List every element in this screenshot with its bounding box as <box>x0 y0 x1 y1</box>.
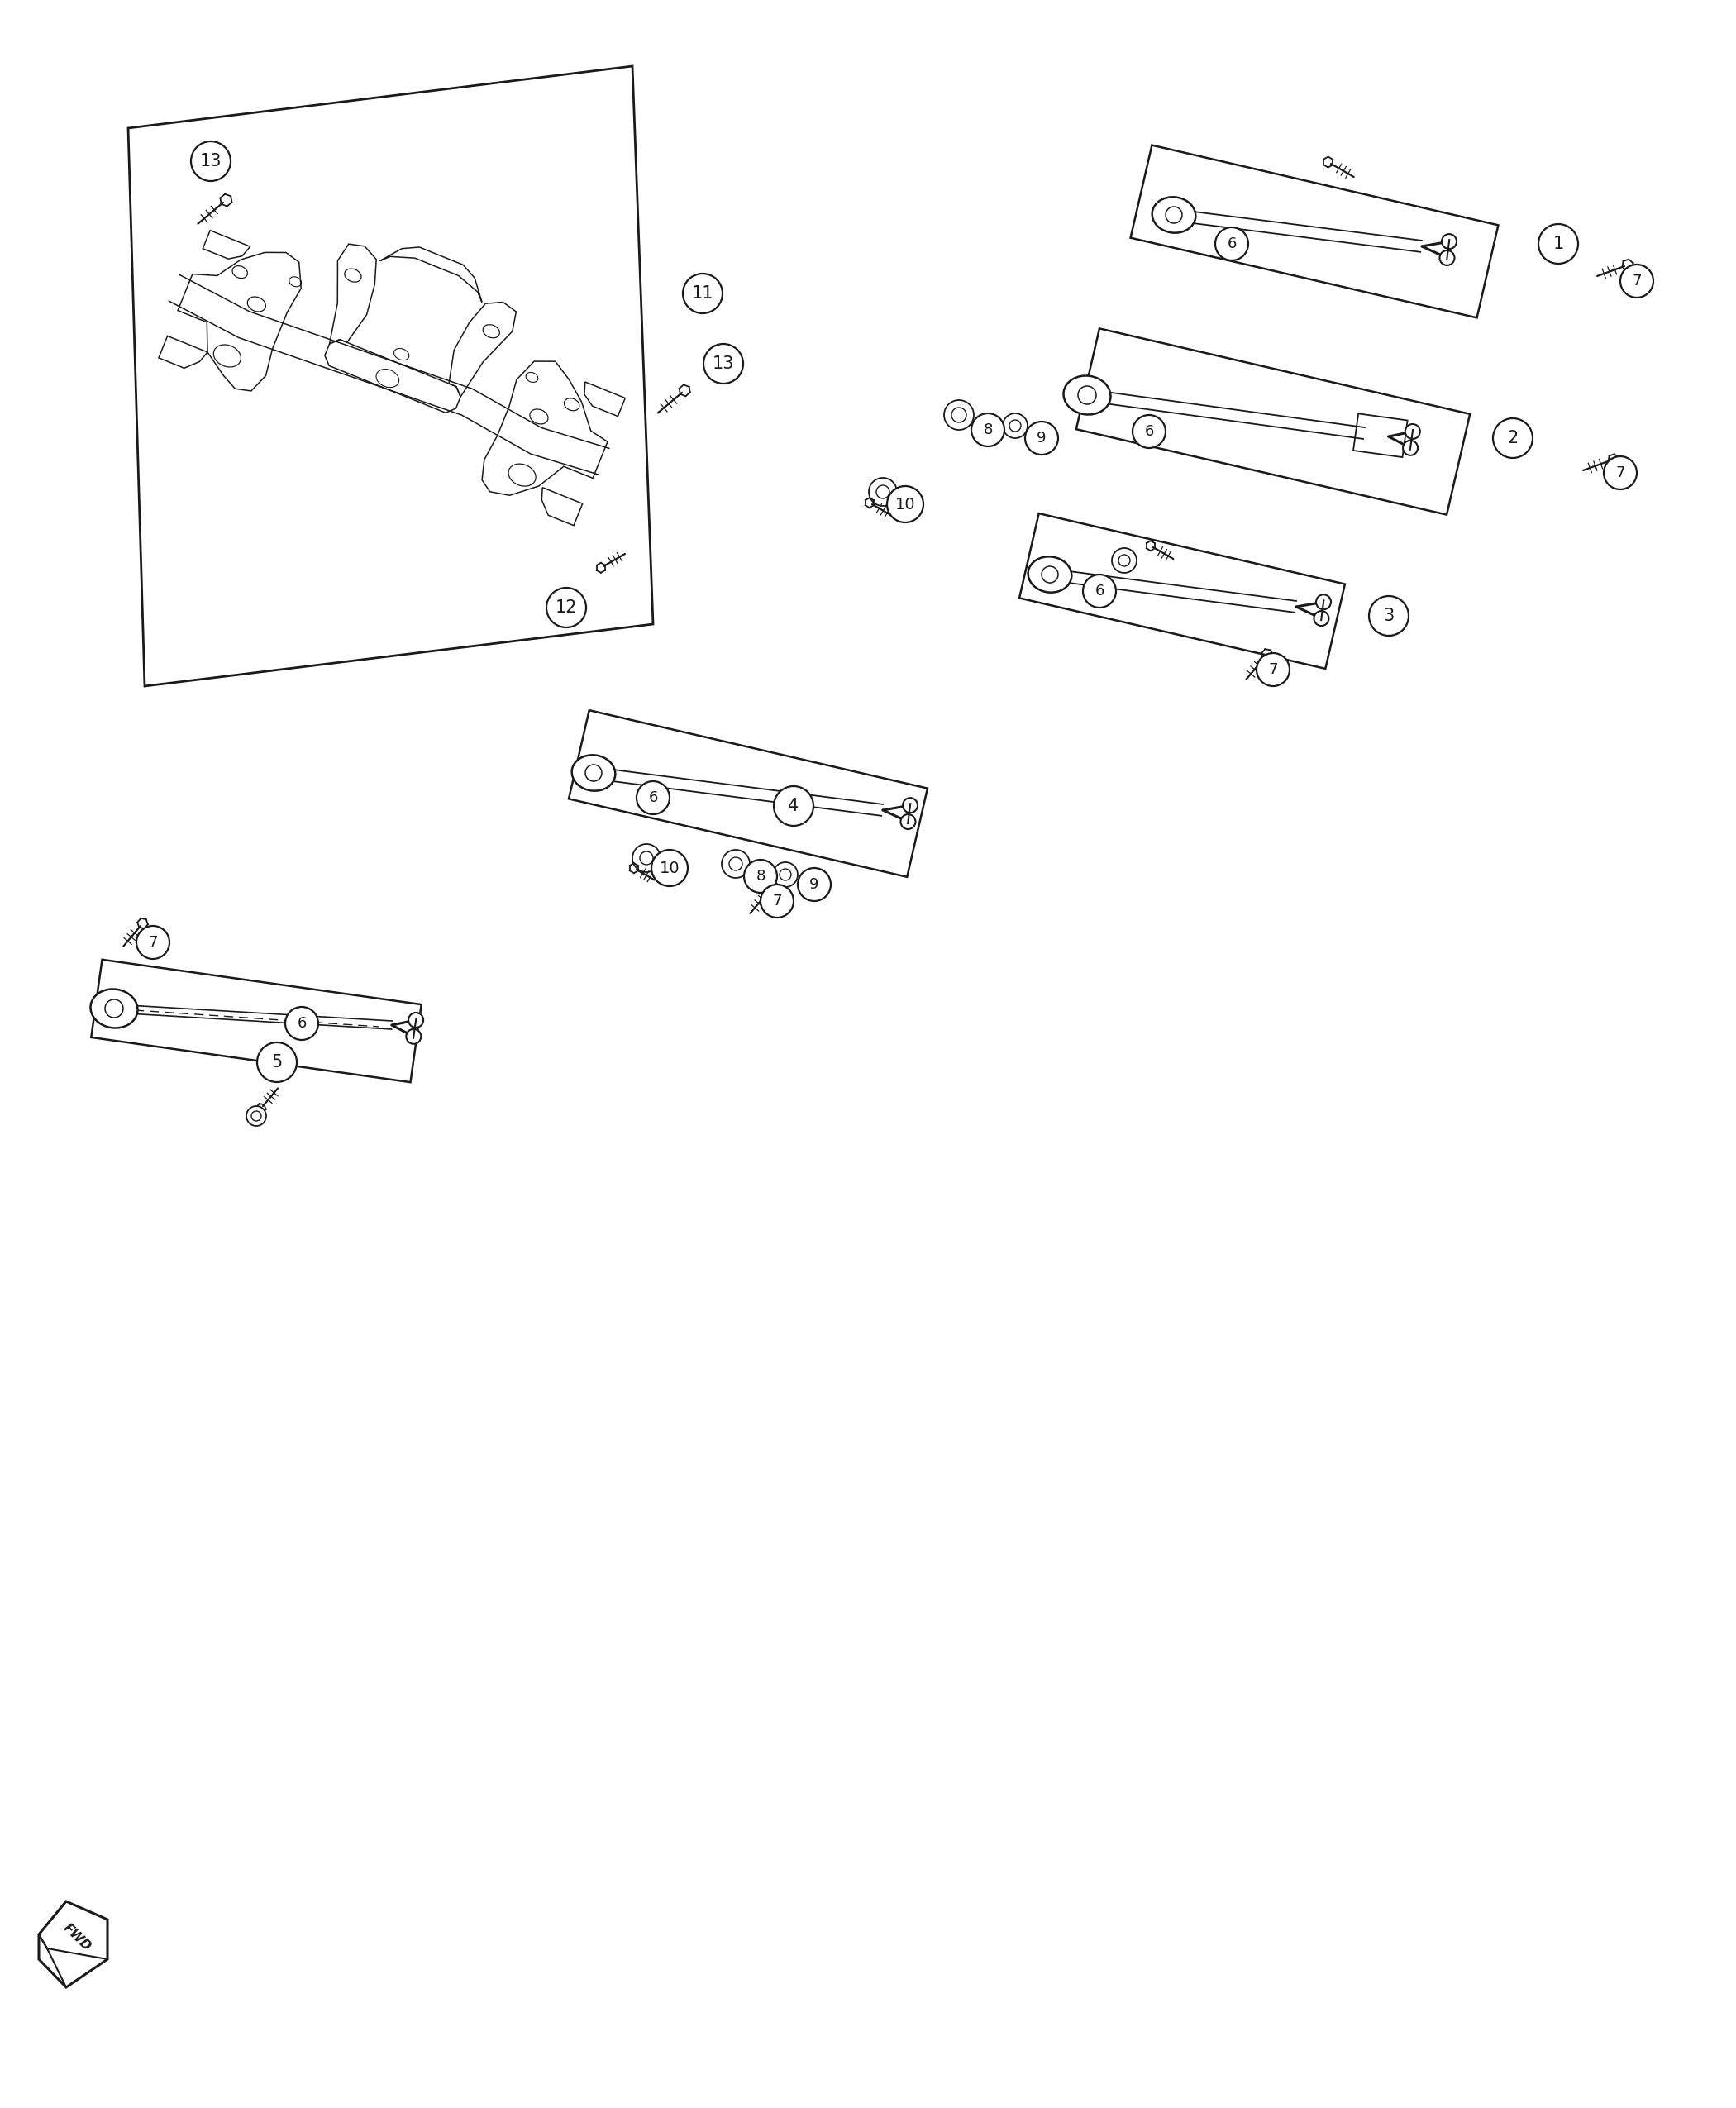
Text: 13: 13 <box>712 356 734 371</box>
Circle shape <box>1604 455 1637 489</box>
Circle shape <box>1083 575 1116 607</box>
Circle shape <box>868 479 898 506</box>
Circle shape <box>682 274 722 314</box>
Text: 10: 10 <box>660 860 681 875</box>
Circle shape <box>1370 597 1408 637</box>
Ellipse shape <box>571 755 615 790</box>
Circle shape <box>632 843 660 873</box>
Text: 8: 8 <box>983 422 993 436</box>
Circle shape <box>137 925 170 959</box>
Circle shape <box>1024 422 1059 455</box>
Circle shape <box>1003 413 1028 438</box>
Text: 9: 9 <box>1036 430 1047 445</box>
Circle shape <box>799 868 832 900</box>
Text: 7: 7 <box>1632 274 1642 289</box>
Circle shape <box>1257 653 1290 685</box>
Text: 9: 9 <box>809 877 819 892</box>
Circle shape <box>901 814 915 828</box>
Circle shape <box>637 782 670 814</box>
Circle shape <box>1316 594 1332 609</box>
Circle shape <box>1404 424 1420 438</box>
Circle shape <box>1111 548 1137 573</box>
Circle shape <box>1132 415 1165 449</box>
Text: 13: 13 <box>200 154 222 169</box>
Circle shape <box>285 1008 318 1039</box>
Circle shape <box>774 786 814 826</box>
Text: 7: 7 <box>1269 662 1278 677</box>
Circle shape <box>944 401 974 430</box>
Circle shape <box>1493 417 1533 457</box>
Circle shape <box>651 850 687 885</box>
Ellipse shape <box>1153 196 1196 232</box>
Text: 1: 1 <box>1552 236 1564 253</box>
Circle shape <box>1439 251 1455 266</box>
Circle shape <box>1314 611 1328 626</box>
Polygon shape <box>38 1901 108 1988</box>
Text: 4: 4 <box>788 797 799 814</box>
Circle shape <box>406 1029 422 1043</box>
Text: 11: 11 <box>691 285 713 301</box>
Circle shape <box>903 797 918 814</box>
Circle shape <box>1403 441 1418 455</box>
Circle shape <box>1620 264 1653 297</box>
Circle shape <box>703 344 743 384</box>
Circle shape <box>745 860 778 894</box>
Circle shape <box>1538 223 1578 264</box>
Text: 2: 2 <box>1507 430 1519 447</box>
Circle shape <box>257 1043 297 1081</box>
Text: 7: 7 <box>773 894 781 909</box>
Circle shape <box>760 885 793 917</box>
Circle shape <box>547 588 587 628</box>
Text: 6: 6 <box>648 790 658 805</box>
Text: 8: 8 <box>755 868 766 883</box>
Circle shape <box>408 1012 424 1027</box>
Text: 5: 5 <box>271 1054 283 1071</box>
Text: 6: 6 <box>1227 236 1236 251</box>
Circle shape <box>972 413 1005 447</box>
Circle shape <box>247 1107 266 1126</box>
Circle shape <box>1215 228 1248 261</box>
Text: 12: 12 <box>556 599 576 616</box>
Text: 7: 7 <box>1616 466 1625 481</box>
Text: FWD: FWD <box>61 1922 94 1954</box>
Circle shape <box>191 141 231 181</box>
Text: 6: 6 <box>297 1016 307 1031</box>
Ellipse shape <box>90 989 137 1029</box>
Circle shape <box>773 862 799 887</box>
Text: 10: 10 <box>896 495 915 512</box>
Text: 6: 6 <box>1095 584 1104 599</box>
Text: 6: 6 <box>1144 424 1154 438</box>
Text: 3: 3 <box>1384 607 1394 624</box>
Circle shape <box>1441 234 1457 249</box>
Circle shape <box>722 850 750 877</box>
Ellipse shape <box>1028 557 1071 592</box>
Ellipse shape <box>1064 375 1111 415</box>
Circle shape <box>887 487 924 523</box>
Text: 7: 7 <box>148 936 158 951</box>
